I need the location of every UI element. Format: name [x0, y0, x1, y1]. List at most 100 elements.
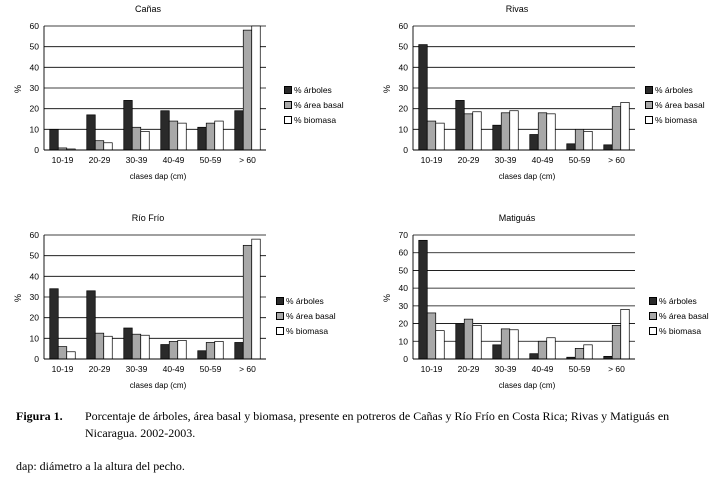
- y-tick-label: 30: [30, 292, 40, 302]
- bar-area-basal: [131, 333, 142, 360]
- legend-label: % árboles: [655, 84, 693, 95]
- bar-biomasa: [472, 324, 482, 360]
- legend-label: % árboles: [286, 295, 324, 306]
- bar-arboles: [234, 110, 244, 151]
- bar-arboles: [455, 100, 465, 151]
- x-tick-label: 50-59: [569, 364, 591, 374]
- bar-arboles: [418, 239, 428, 360]
- bar-area-basal: [574, 348, 585, 360]
- bar-arboles: [49, 128, 59, 151]
- bar-arboles: [160, 110, 170, 151]
- bar-arboles: [49, 288, 59, 360]
- legend-swatch: [276, 311, 284, 320]
- bar-area-basal: [131, 126, 142, 151]
- y-tick-label: 40: [30, 62, 40, 72]
- y-tick-label: 0: [403, 145, 408, 155]
- bar-area-basal: [205, 122, 216, 151]
- x-axis-label: clases dap (cm): [129, 172, 187, 181]
- bar-biomasa: [140, 131, 150, 151]
- chart-canas: Cañas 0 10 20 30 40 50 60 10-19 20-29 30-39 40-49 5…: [8, 4, 348, 204]
- bar-area-basal: [94, 140, 105, 151]
- legend-label: % área basal: [655, 99, 705, 110]
- x-tick-label: 10-19: [52, 364, 74, 374]
- y-tick-label: 70: [399, 230, 409, 240]
- bar-biomasa: [583, 344, 593, 360]
- bar-biomasa: [103, 335, 113, 360]
- y-tick-label: 0: [34, 354, 39, 364]
- bar-area-basal: [94, 332, 105, 360]
- y-tick-label: 0: [34, 145, 39, 155]
- legend-item-area-basal: % área basal: [276, 308, 336, 323]
- bar-area-basal: [168, 341, 179, 360]
- y-tick-label: 40: [399, 62, 409, 72]
- y-tick-label: 60: [399, 248, 409, 258]
- x-tick-label: 20-29: [458, 364, 480, 374]
- x-tick-label: 30-39: [126, 155, 148, 165]
- bar-biomasa: [251, 238, 261, 360]
- legend-label: % área basal: [286, 310, 336, 321]
- bar-arboles: [86, 114, 96, 151]
- bar-arboles: [529, 353, 539, 360]
- y-tick-label: 10: [399, 124, 409, 134]
- y-tick-label: 0: [403, 354, 408, 364]
- bar-arboles: [603, 144, 613, 151]
- bar-arboles: [123, 327, 133, 360]
- legend-label: % árboles: [659, 295, 697, 306]
- chart-plot: 0 10 20 30 40 50 60 10-19 20-29 30-39 40-49 50-59 > …: [30, 230, 266, 374]
- bar-biomasa: [177, 340, 187, 360]
- bar-area-basal: [611, 324, 622, 360]
- y-tick-label: 20: [30, 104, 40, 114]
- y-tick-label: 20: [399, 319, 409, 329]
- legend-label: % biomasa: [294, 114, 337, 125]
- bar-biomasa: [66, 351, 76, 360]
- bar-arboles: [234, 342, 244, 360]
- bar-area-basal: [537, 112, 548, 151]
- bar-arboles: [160, 344, 170, 360]
- y-tick-label: 60: [30, 230, 40, 240]
- y-tick-label: 10: [30, 333, 40, 343]
- y-tick-label: 20: [30, 313, 40, 323]
- x-tick-label: 10-19: [52, 155, 74, 165]
- legend: % árboles % área basal % biomasa: [284, 82, 344, 127]
- y-tick-label: 30: [30, 83, 40, 93]
- x-tick-label: 30-39: [495, 155, 517, 165]
- x-tick-label: 20-29: [89, 155, 111, 165]
- bar-biomasa: [509, 329, 519, 360]
- bar-biomasa: [214, 120, 224, 151]
- legend-label: % área basal: [294, 99, 344, 110]
- bar-area-basal: [426, 312, 437, 360]
- x-tick-label: 40-49: [532, 155, 554, 165]
- x-tick-label: 30-39: [495, 364, 517, 374]
- legend-swatch: [649, 311, 657, 320]
- legend-swatch: [645, 115, 653, 124]
- bar-area-basal: [168, 120, 179, 151]
- bar-area-basal: [205, 342, 216, 360]
- bar-biomasa: [620, 102, 630, 151]
- legend-item-arboles: % árboles: [645, 82, 705, 97]
- y-tick-label: 50: [30, 42, 40, 52]
- x-tick-label: 50-59: [569, 155, 591, 165]
- legend-item-area-basal: % área basal: [649, 308, 709, 323]
- bar-arboles: [566, 143, 576, 151]
- bar-area-basal: [426, 120, 437, 151]
- legend-swatch: [284, 100, 292, 109]
- legend-label: % biomasa: [655, 114, 698, 125]
- x-axis-label: clases dap (cm): [498, 381, 556, 390]
- y-tick-label: 30: [399, 83, 409, 93]
- bar-arboles: [197, 350, 207, 360]
- bar-biomasa: [435, 122, 445, 151]
- chart-title: Rivas: [505, 4, 529, 14]
- x-tick-label: 30-39: [126, 364, 148, 374]
- legend-label: % biomasa: [659, 325, 702, 336]
- legend-item-arboles: % árboles: [649, 293, 709, 308]
- y-axis-label: %: [13, 84, 24, 94]
- x-tick-label: 10-19: [421, 155, 443, 165]
- legend-label: % área basal: [659, 310, 709, 321]
- bar-arboles: [529, 134, 539, 151]
- bar-area-basal: [537, 340, 548, 360]
- bar-arboles: [123, 100, 133, 151]
- x-tick-label: 20-29: [458, 155, 480, 165]
- bar-arboles: [492, 344, 502, 360]
- x-tick-label: > 60: [608, 364, 625, 374]
- legend: % árboles % área basal % biomasa: [645, 82, 705, 127]
